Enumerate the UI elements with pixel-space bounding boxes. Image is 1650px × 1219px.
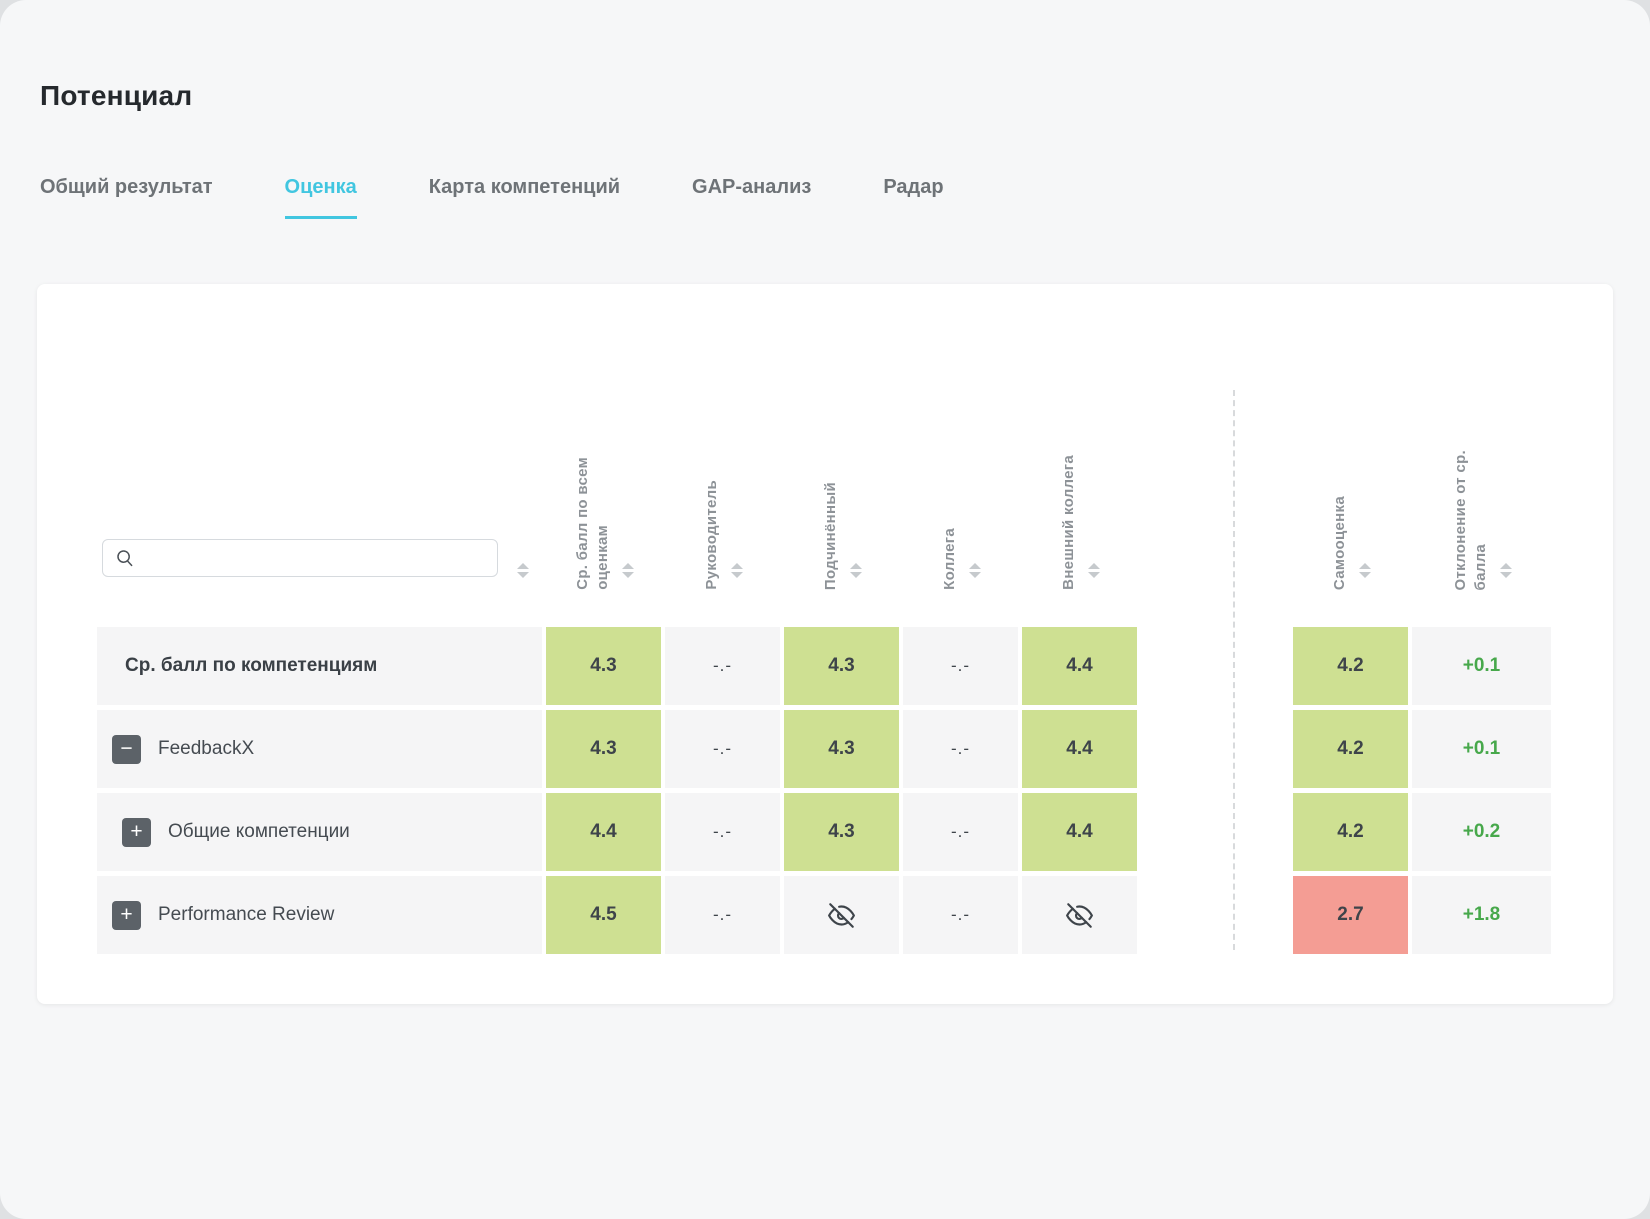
column-label: Коллега [941,528,958,590]
rater-score-cell: 4.4 [1022,710,1137,788]
rater-empty-cell: -.- [665,793,780,871]
column-label: Самооценка [1331,495,1348,590]
column-label: Внешний коллега [1060,455,1077,590]
rater-score-cell: 4.3 [784,627,899,705]
header-cell-external-colleague: Внешний коллега [1022,380,1137,627]
column-label: Подчинённый [822,481,839,590]
tab-bar: Общий результат Оценка Карта компетенций… [40,176,944,219]
self-score-cell: 4.2 [1293,710,1408,788]
sort-icon[interactable] [1359,563,1371,578]
self-low-score-cell: 2.7 [1293,876,1408,954]
row-label-cell: Ср. балл по компетенциям [97,627,542,705]
sort-icon[interactable] [969,563,981,578]
column-label: Отклонение от ср. балла [1452,449,1489,590]
row-label: Performance Review [158,904,335,925]
deviation-cell: +0.1 [1412,627,1551,705]
deviation-cell: +0.1 [1412,710,1551,788]
self-score-cell: 4.2 [1293,627,1408,705]
header-cell-subordinate: Подчинённый [784,380,899,627]
column-gap [1141,876,1289,954]
table-row: − FeedbackX 4.3 -.- 4.3 -.- 4.4 4.2 +0.1 [97,710,1551,788]
row-label-cell: − FeedbackX [97,710,542,788]
self-score-cell: 4.2 [1293,793,1408,871]
rater-score-cell: 4.3 [546,710,661,788]
column-label: Руководитель [703,480,720,590]
self-block-divider [1233,390,1235,950]
sort-icon[interactable] [1500,563,1512,578]
scores-table: Ср. балл по всем оценкам Руководитель По… [97,380,1551,960]
header-cell-manager: Руководитель [665,380,780,627]
header-cell-self-assessment: Самооценка [1293,380,1408,627]
row-label-cell: + Общие компетенции [97,793,542,871]
page-title: Потенциал [40,80,193,111]
search-icon [117,550,133,567]
eye-slash-icon [1066,902,1093,928]
rater-score-cell: 4.4 [1022,793,1137,871]
table-row: Ср. балл по компетенциям 4.3 -.- 4.3 -.- 4.4 4… [97,627,1551,705]
search-input[interactable] [145,549,485,567]
table-row: + Performance Review 4.5 -.- -.- 2.7 +1.8 [97,876,1551,954]
sort-icon[interactable] [731,563,743,578]
expand-button[interactable]: + [112,900,141,930]
sort-icon[interactable] [517,563,529,578]
rater-empty-cell: -.- [665,876,780,954]
table-row: + Общие компетенции 4.4 -.- 4.3 -.- 4.4 4.2 +0.2 [97,793,1551,871]
eye-slash-icon [828,902,855,928]
rater-score-cell: 4.3 [784,710,899,788]
row-label: Общие компетенции [168,821,350,842]
rater-hidden-cell [1022,876,1137,954]
expand-button[interactable]: + [122,817,151,847]
column-gap [1141,710,1289,788]
deviation-cell: +0.2 [1412,793,1551,871]
tab-gap-analysis[interactable]: GAP-анализ [692,176,811,219]
rater-hidden-cell [784,876,899,954]
column-label: Ср. балл по всем оценкам [574,457,611,590]
rater-empty-cell: -.- [665,627,780,705]
column-gap [1141,793,1289,871]
tab-competency-map[interactable]: Карта компетенций [429,176,620,219]
row-label: Ср. балл по компетенциям [125,655,378,676]
rater-score-cell: 4.5 [546,876,661,954]
row-label-cell: + Performance Review [97,876,542,954]
tab-radar[interactable]: Радар [883,176,943,219]
header-cell-avg-all: Ср. балл по всем оценкам [546,380,661,627]
column-gap [1141,627,1289,705]
tab-overall-result[interactable]: Общий результат [40,176,213,219]
sort-icon[interactable] [850,563,862,578]
rater-empty-cell: -.- [665,710,780,788]
rater-score-cell: 4.4 [1022,627,1137,705]
header-cell-colleague: Коллега [903,380,1018,627]
tab-evaluation[interactable]: Оценка [284,176,357,219]
rater-empty-cell: -.- [903,876,1018,954]
rater-empty-cell: -.- [903,793,1018,871]
deviation-cell: +1.8 [1412,876,1551,954]
header-cell-competency [97,380,542,627]
sort-icon[interactable] [622,563,634,578]
row-label: FeedbackX [158,738,255,759]
collapse-button[interactable]: − [112,734,141,764]
header-cell-deviation: Отклонение от ср. балла [1412,380,1551,627]
rater-score-cell: 4.4 [546,793,661,871]
rater-score-cell: 4.3 [784,793,899,871]
search-field [102,539,498,577]
sort-icon[interactable] [1088,563,1100,578]
rater-empty-cell: -.- [903,627,1018,705]
rater-empty-cell: -.- [903,710,1018,788]
evaluation-card: Ср. балл по всем оценкам Руководитель По… [37,284,1613,1004]
rater-score-cell: 4.3 [546,627,661,705]
